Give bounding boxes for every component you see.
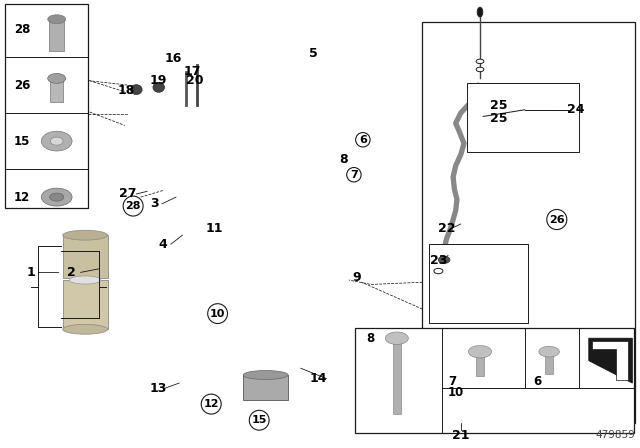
- Text: 15: 15: [14, 134, 31, 148]
- Text: 28: 28: [125, 201, 141, 211]
- Polygon shape: [592, 341, 628, 380]
- Bar: [422, 22, 635, 423]
- Ellipse shape: [51, 137, 63, 145]
- Bar: [51, 79, 63, 102]
- Text: 2: 2: [67, 266, 76, 279]
- Bar: [429, 244, 528, 323]
- Text: 4: 4: [159, 237, 168, 251]
- Text: 27: 27: [119, 187, 137, 201]
- Bar: [545, 352, 553, 374]
- Text: 22: 22: [438, 222, 456, 235]
- Text: 25: 25: [490, 112, 508, 125]
- Text: 8: 8: [339, 153, 348, 167]
- Text: 15: 15: [252, 415, 267, 425]
- Text: 479859: 479859: [595, 430, 635, 440]
- Bar: [393, 338, 401, 414]
- Bar: [467, 83, 579, 152]
- Text: 10: 10: [448, 385, 464, 399]
- Text: 26: 26: [14, 78, 31, 92]
- Text: 12: 12: [14, 190, 30, 204]
- Bar: [5, 4, 88, 208]
- Text: 26: 26: [549, 215, 564, 224]
- Text: 6: 6: [533, 375, 541, 388]
- Ellipse shape: [63, 230, 108, 240]
- Text: 17: 17: [183, 65, 201, 78]
- Text: 9: 9: [352, 271, 361, 284]
- Text: 13: 13: [150, 382, 168, 396]
- Ellipse shape: [48, 73, 66, 83]
- Polygon shape: [589, 338, 632, 383]
- Bar: [63, 280, 108, 329]
- Bar: [355, 328, 634, 433]
- Text: 24: 24: [567, 103, 585, 116]
- Bar: [63, 235, 108, 278]
- Ellipse shape: [48, 15, 66, 24]
- Text: 7: 7: [448, 375, 456, 388]
- Text: 11: 11: [205, 222, 223, 235]
- Text: 19: 19: [150, 74, 168, 87]
- Ellipse shape: [50, 193, 64, 201]
- Ellipse shape: [434, 268, 443, 274]
- Ellipse shape: [476, 59, 484, 64]
- Ellipse shape: [385, 332, 408, 345]
- Text: 6: 6: [359, 135, 367, 145]
- Ellipse shape: [63, 324, 108, 334]
- Text: 14: 14: [309, 372, 327, 385]
- Text: 20: 20: [186, 74, 204, 87]
- Text: 25: 25: [490, 99, 508, 112]
- Ellipse shape: [477, 7, 483, 17]
- Text: 12: 12: [204, 399, 219, 409]
- Text: 1: 1: [26, 266, 35, 279]
- Ellipse shape: [476, 67, 484, 72]
- Bar: [476, 352, 484, 376]
- Text: 28: 28: [14, 22, 31, 36]
- Text: 5: 5: [309, 47, 318, 60]
- Text: 7: 7: [350, 170, 358, 180]
- Ellipse shape: [69, 276, 101, 284]
- Ellipse shape: [468, 345, 492, 358]
- Text: 16: 16: [164, 52, 182, 65]
- Text: 23: 23: [430, 254, 448, 267]
- Bar: [49, 20, 65, 51]
- Text: 8: 8: [366, 332, 374, 345]
- Ellipse shape: [42, 131, 72, 151]
- Text: 10: 10: [210, 309, 225, 319]
- Ellipse shape: [153, 82, 164, 92]
- Ellipse shape: [131, 85, 142, 95]
- Text: 3: 3: [150, 197, 159, 211]
- Text: 21: 21: [452, 429, 470, 442]
- Ellipse shape: [42, 188, 72, 206]
- Ellipse shape: [243, 370, 288, 379]
- Bar: [243, 375, 288, 400]
- Text: 18: 18: [117, 84, 135, 97]
- Ellipse shape: [438, 256, 450, 263]
- Ellipse shape: [539, 346, 559, 357]
